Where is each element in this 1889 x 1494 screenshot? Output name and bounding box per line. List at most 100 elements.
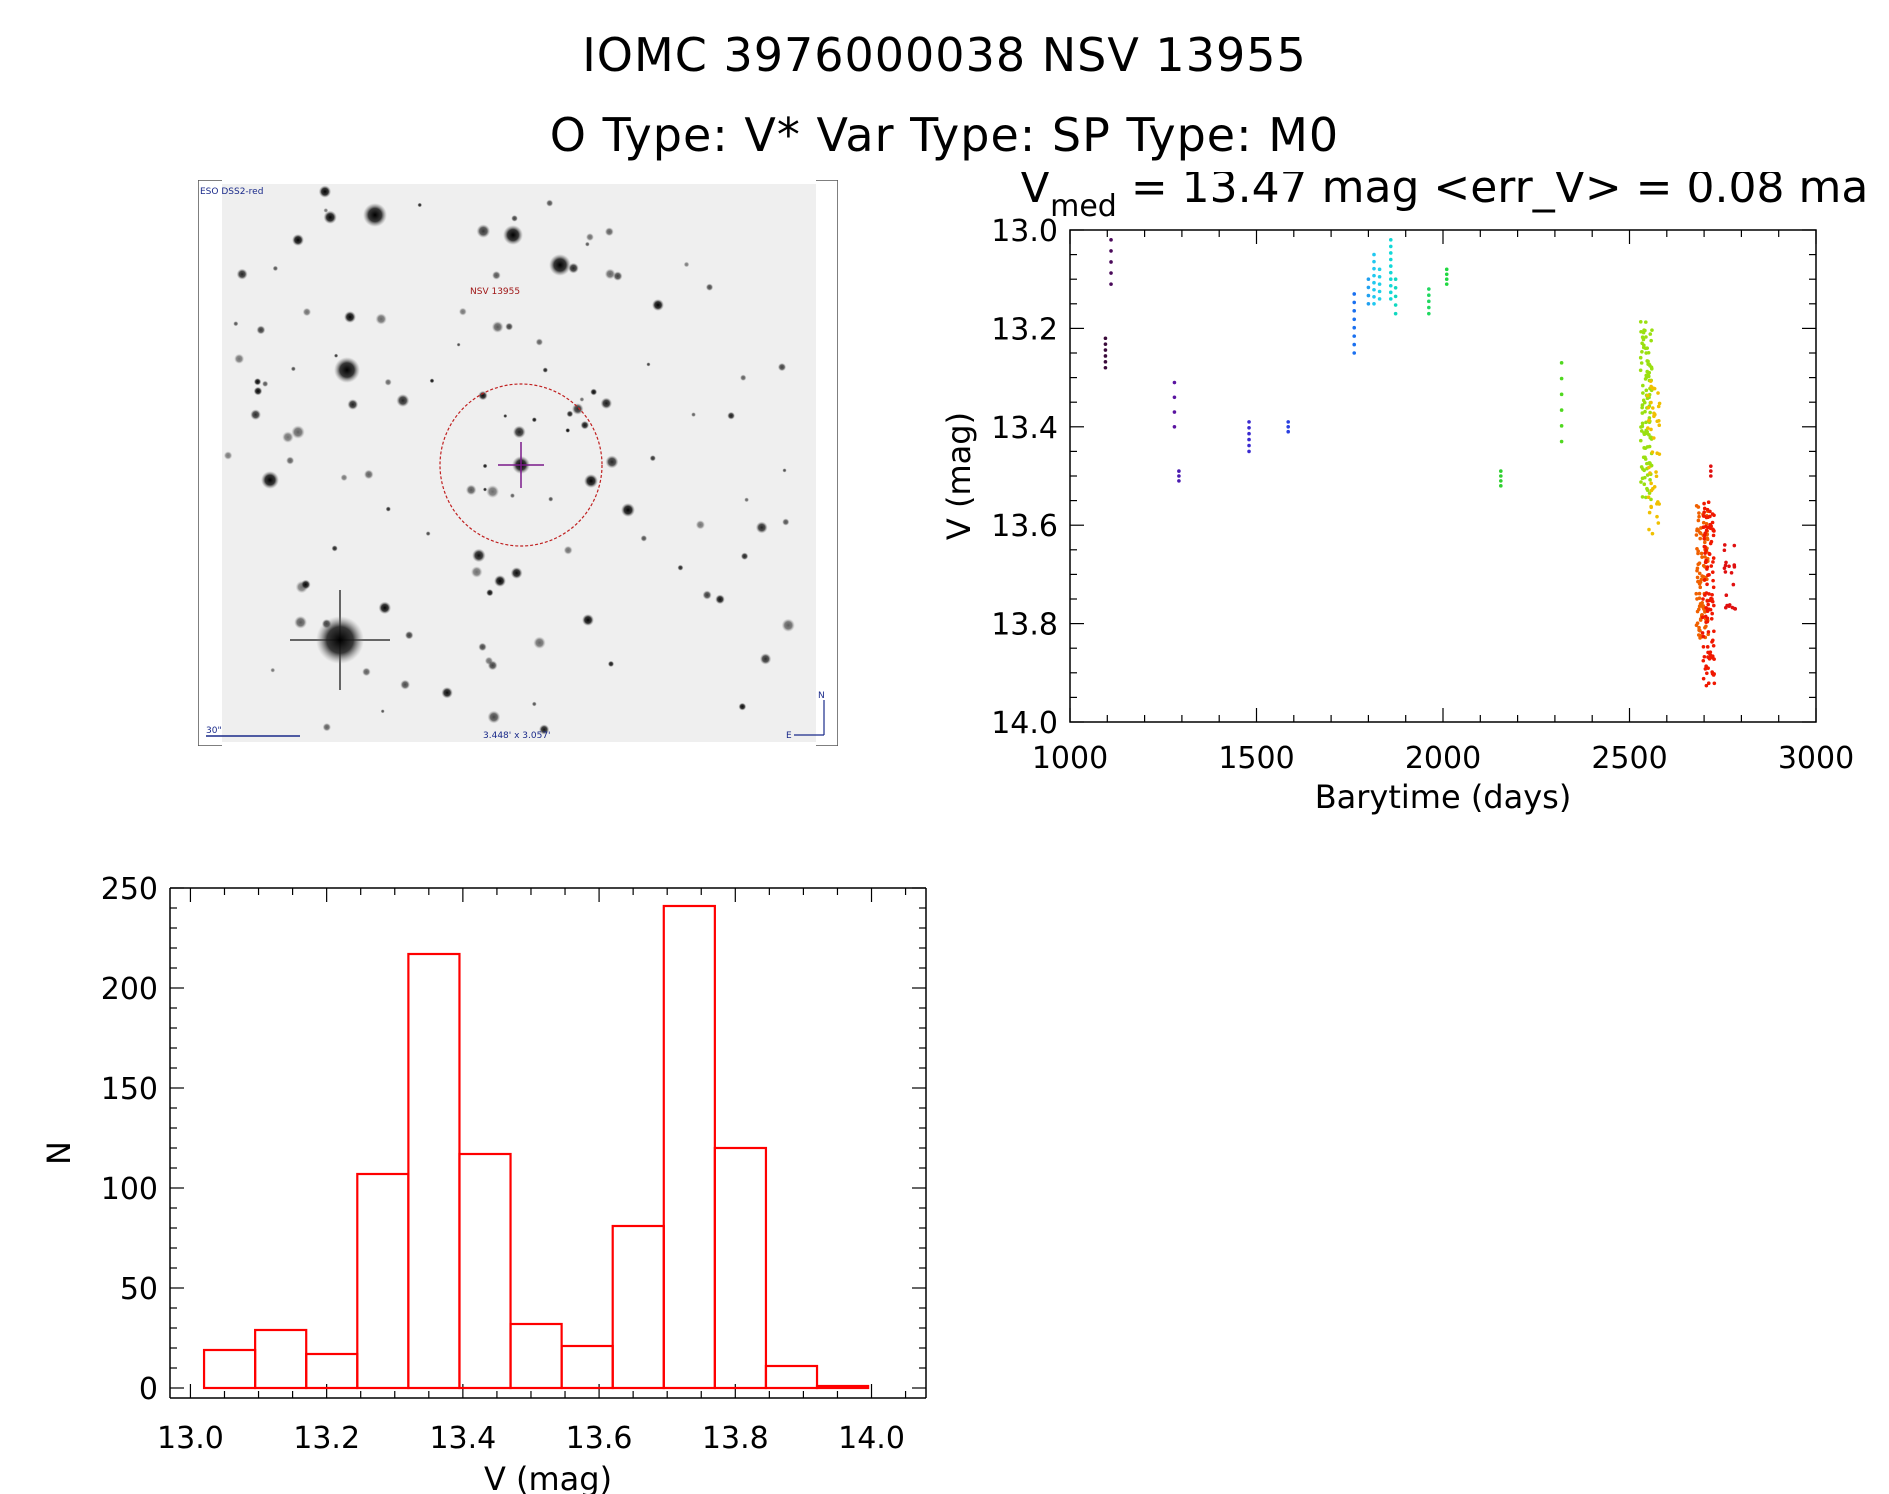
lc-point <box>1247 443 1251 448</box>
lc-point <box>1377 289 1382 294</box>
lc-point <box>1649 427 1653 432</box>
hist-bar <box>560 1344 614 1390</box>
field-star <box>272 265 279 272</box>
lc-point <box>1711 585 1716 590</box>
lc-point <box>1177 469 1181 473</box>
lc-point <box>1697 571 1702 576</box>
lc-point <box>1647 362 1651 367</box>
field-star <box>621 503 635 517</box>
lc-point <box>1707 651 1712 656</box>
lc-point <box>1709 616 1714 621</box>
field-star <box>482 487 488 492</box>
field-star <box>384 378 392 386</box>
field-star <box>363 469 374 480</box>
hist-y-tick-label: 100 <box>101 1172 158 1207</box>
lc-point <box>1647 465 1651 470</box>
field-star <box>458 307 467 316</box>
field-star <box>429 378 435 384</box>
field-star <box>605 455 619 469</box>
lc-point <box>1388 238 1393 242</box>
lc-point <box>1649 400 1653 405</box>
lc-point <box>1352 325 1357 330</box>
lc-point <box>1700 615 1705 620</box>
field-star <box>549 254 571 276</box>
lc-point <box>1645 393 1650 398</box>
field-star <box>705 283 714 291</box>
lc-point <box>1710 520 1715 525</box>
lc-x-tick-label: 2000 <box>1405 741 1481 776</box>
lc-point <box>1352 292 1357 296</box>
field-star <box>782 468 787 473</box>
lc-point <box>1393 294 1398 299</box>
lc-point <box>1694 591 1699 596</box>
lc-point <box>1643 409 1647 414</box>
lc-point <box>1640 424 1645 429</box>
lc-point <box>1707 592 1711 596</box>
field-star <box>292 234 304 246</box>
lc-point <box>1640 411 1645 415</box>
field-star <box>607 660 615 668</box>
field-star <box>566 410 574 418</box>
lc-point <box>1704 521 1709 526</box>
lc-point <box>1639 429 1644 433</box>
hist-x-tick-label: 13.2 <box>293 1421 360 1456</box>
lc-point <box>1352 317 1357 322</box>
field-star <box>494 575 506 587</box>
lc-point <box>1103 354 1108 358</box>
lc-point <box>1703 610 1707 614</box>
lc-point <box>1644 420 1648 425</box>
lc-point <box>1648 478 1652 482</box>
lc-point <box>1640 405 1644 410</box>
hist-y-tick-label: 250 <box>101 872 158 907</box>
lc-point <box>1709 469 1713 473</box>
finder-stars <box>223 185 795 735</box>
field-star <box>511 214 518 222</box>
lc-point <box>1444 267 1449 272</box>
lc-point <box>1444 282 1449 286</box>
field-star <box>286 456 295 465</box>
lc-point <box>1103 365 1108 370</box>
lc-title-rest: = 13.47 mag <err_V> = 0.08 mag <box>1117 172 1870 213</box>
field-star <box>290 366 296 372</box>
field-star <box>509 493 516 499</box>
lc-point <box>1706 681 1711 686</box>
lc-point <box>1372 266 1376 271</box>
lc-point <box>1646 374 1651 379</box>
lc-point <box>1640 495 1645 499</box>
field-star <box>781 618 795 632</box>
lc-point <box>1709 464 1713 468</box>
lc-point <box>1641 330 1646 335</box>
title-line-2: O Type: V* Var Type: SP Type: M0 <box>549 108 1340 162</box>
field-star <box>441 686 453 699</box>
hist-bar <box>254 1328 308 1390</box>
lc-point <box>1109 271 1113 275</box>
lc-point <box>1352 309 1357 313</box>
lc-point <box>1649 338 1653 343</box>
lc-point <box>1696 562 1701 567</box>
lc-point <box>1729 570 1734 575</box>
lc-point <box>1695 575 1700 580</box>
lc-point <box>1647 491 1652 495</box>
lc-point <box>1109 238 1113 242</box>
field-star <box>646 362 651 367</box>
hist-bar <box>611 1224 665 1390</box>
lc-point <box>1388 264 1393 268</box>
lc-point <box>1393 286 1398 290</box>
target-label: NSV 13955 <box>470 287 520 297</box>
hist-y-tick-label: 50 <box>120 1272 158 1307</box>
field-star <box>322 722 332 732</box>
lc-point <box>1711 533 1716 538</box>
lc-point <box>1701 658 1706 663</box>
field-star <box>282 431 294 443</box>
field-star <box>533 636 546 649</box>
north-label: N <box>818 691 825 701</box>
lc-point <box>1705 645 1710 649</box>
lc-point <box>1650 328 1654 332</box>
lc-point <box>1109 249 1113 253</box>
lc-point <box>1730 605 1735 610</box>
lc-point <box>1388 283 1393 288</box>
lc-y-tick-label: 13.2 <box>991 312 1058 347</box>
lc-point <box>1707 573 1711 577</box>
hist-y-tick-label: 150 <box>101 1072 158 1107</box>
lc-point <box>1702 654 1707 659</box>
